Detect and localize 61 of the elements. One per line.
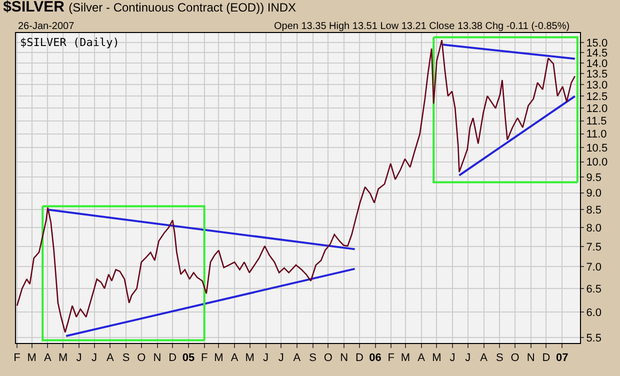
x-tick-label: M [27,352,36,364]
y-tick-label: 11.0 [586,128,607,141]
x-tick-label: M [400,352,410,364]
x-tick-label: O [137,352,146,364]
x-tick-label: 06 [369,352,382,364]
x-tick-label: J [450,352,456,364]
x-tick-label: N [526,352,535,364]
chart-title: $SILVER [3,0,65,16]
y-tick-label: 5.5 [586,332,602,344]
x-tick-label: M [58,352,68,364]
x-tick-label: S [309,352,317,364]
x-tick-label: J [76,352,82,364]
x-tick-label: 05 [182,352,195,364]
y-tick-label: 8.5 [586,204,602,216]
y-tick-label: 9.5 [586,172,602,184]
annotation: $SILVER (Daily) [20,36,120,49]
y-tick-label: 14.5 [586,47,608,60]
x-tick-label: J [92,352,98,364]
y-tick-label: 12.5 [586,91,608,104]
y-tick-label: 7.0 [586,262,602,274]
y-tick-label: 14.0 [586,58,608,70]
x-tick-label: O [510,352,520,364]
x-tick-label: A [480,352,488,364]
y-tick-label: 13.0 [586,80,608,92]
x-tick-label: D [542,352,550,364]
x-tick-label: M [432,352,442,364]
y-tick-label: 6.0 [586,306,602,319]
x-tick-label: S [496,352,504,364]
x-tick-label: F [200,352,208,364]
x-tick-label: D [168,352,177,364]
y-tick-label: 9.0 [586,188,602,200]
x-tick-label: D [355,352,364,364]
x-tick-label: J [278,352,284,364]
y-tick-label: 12.0 [586,103,608,116]
x-tick-label: J [465,352,471,364]
x-tick-label: F [14,352,21,364]
x-tick-label: 07 [556,352,568,364]
y-tick-label: 10.0 [586,156,608,169]
y-tick-label: 8.0 [586,222,602,234]
chart-subtitle: (Silver - Continuous Contract (EOD)) INDX [68,0,296,14]
y-tick-label: 13.5 [586,68,608,80]
y-tick-label: 11.5 [586,116,607,128]
text: Open 13.35 High 13.51 Low 13.21 Close 13.38 Chg -0.11 (-0.85%) [274,21,570,32]
x-tick-label: N [340,352,348,364]
x-tick-label: M [214,352,224,364]
x-tick-label: A [106,352,114,364]
text: 26-Jan-2007 [18,21,75,32]
y-tick-label: 15.0 [586,37,608,50]
y-tick-label: 6.5 [586,283,602,296]
x-tick-label: M [245,352,254,364]
x-tick-label: S [122,352,130,364]
y-tick-label: 7.5 [586,241,602,254]
y-tick-label: 10.5 [586,142,608,154]
x-tick-label: J [263,352,269,364]
x-tick-label: A [230,352,239,364]
x-tick-label: N [153,352,162,364]
x-tick-label: F [388,352,395,364]
x-tick-label: O [324,352,333,364]
x-tick-label: A [418,352,426,364]
x-tick-label: A [44,352,52,364]
x-tick-label: A [293,352,302,364]
